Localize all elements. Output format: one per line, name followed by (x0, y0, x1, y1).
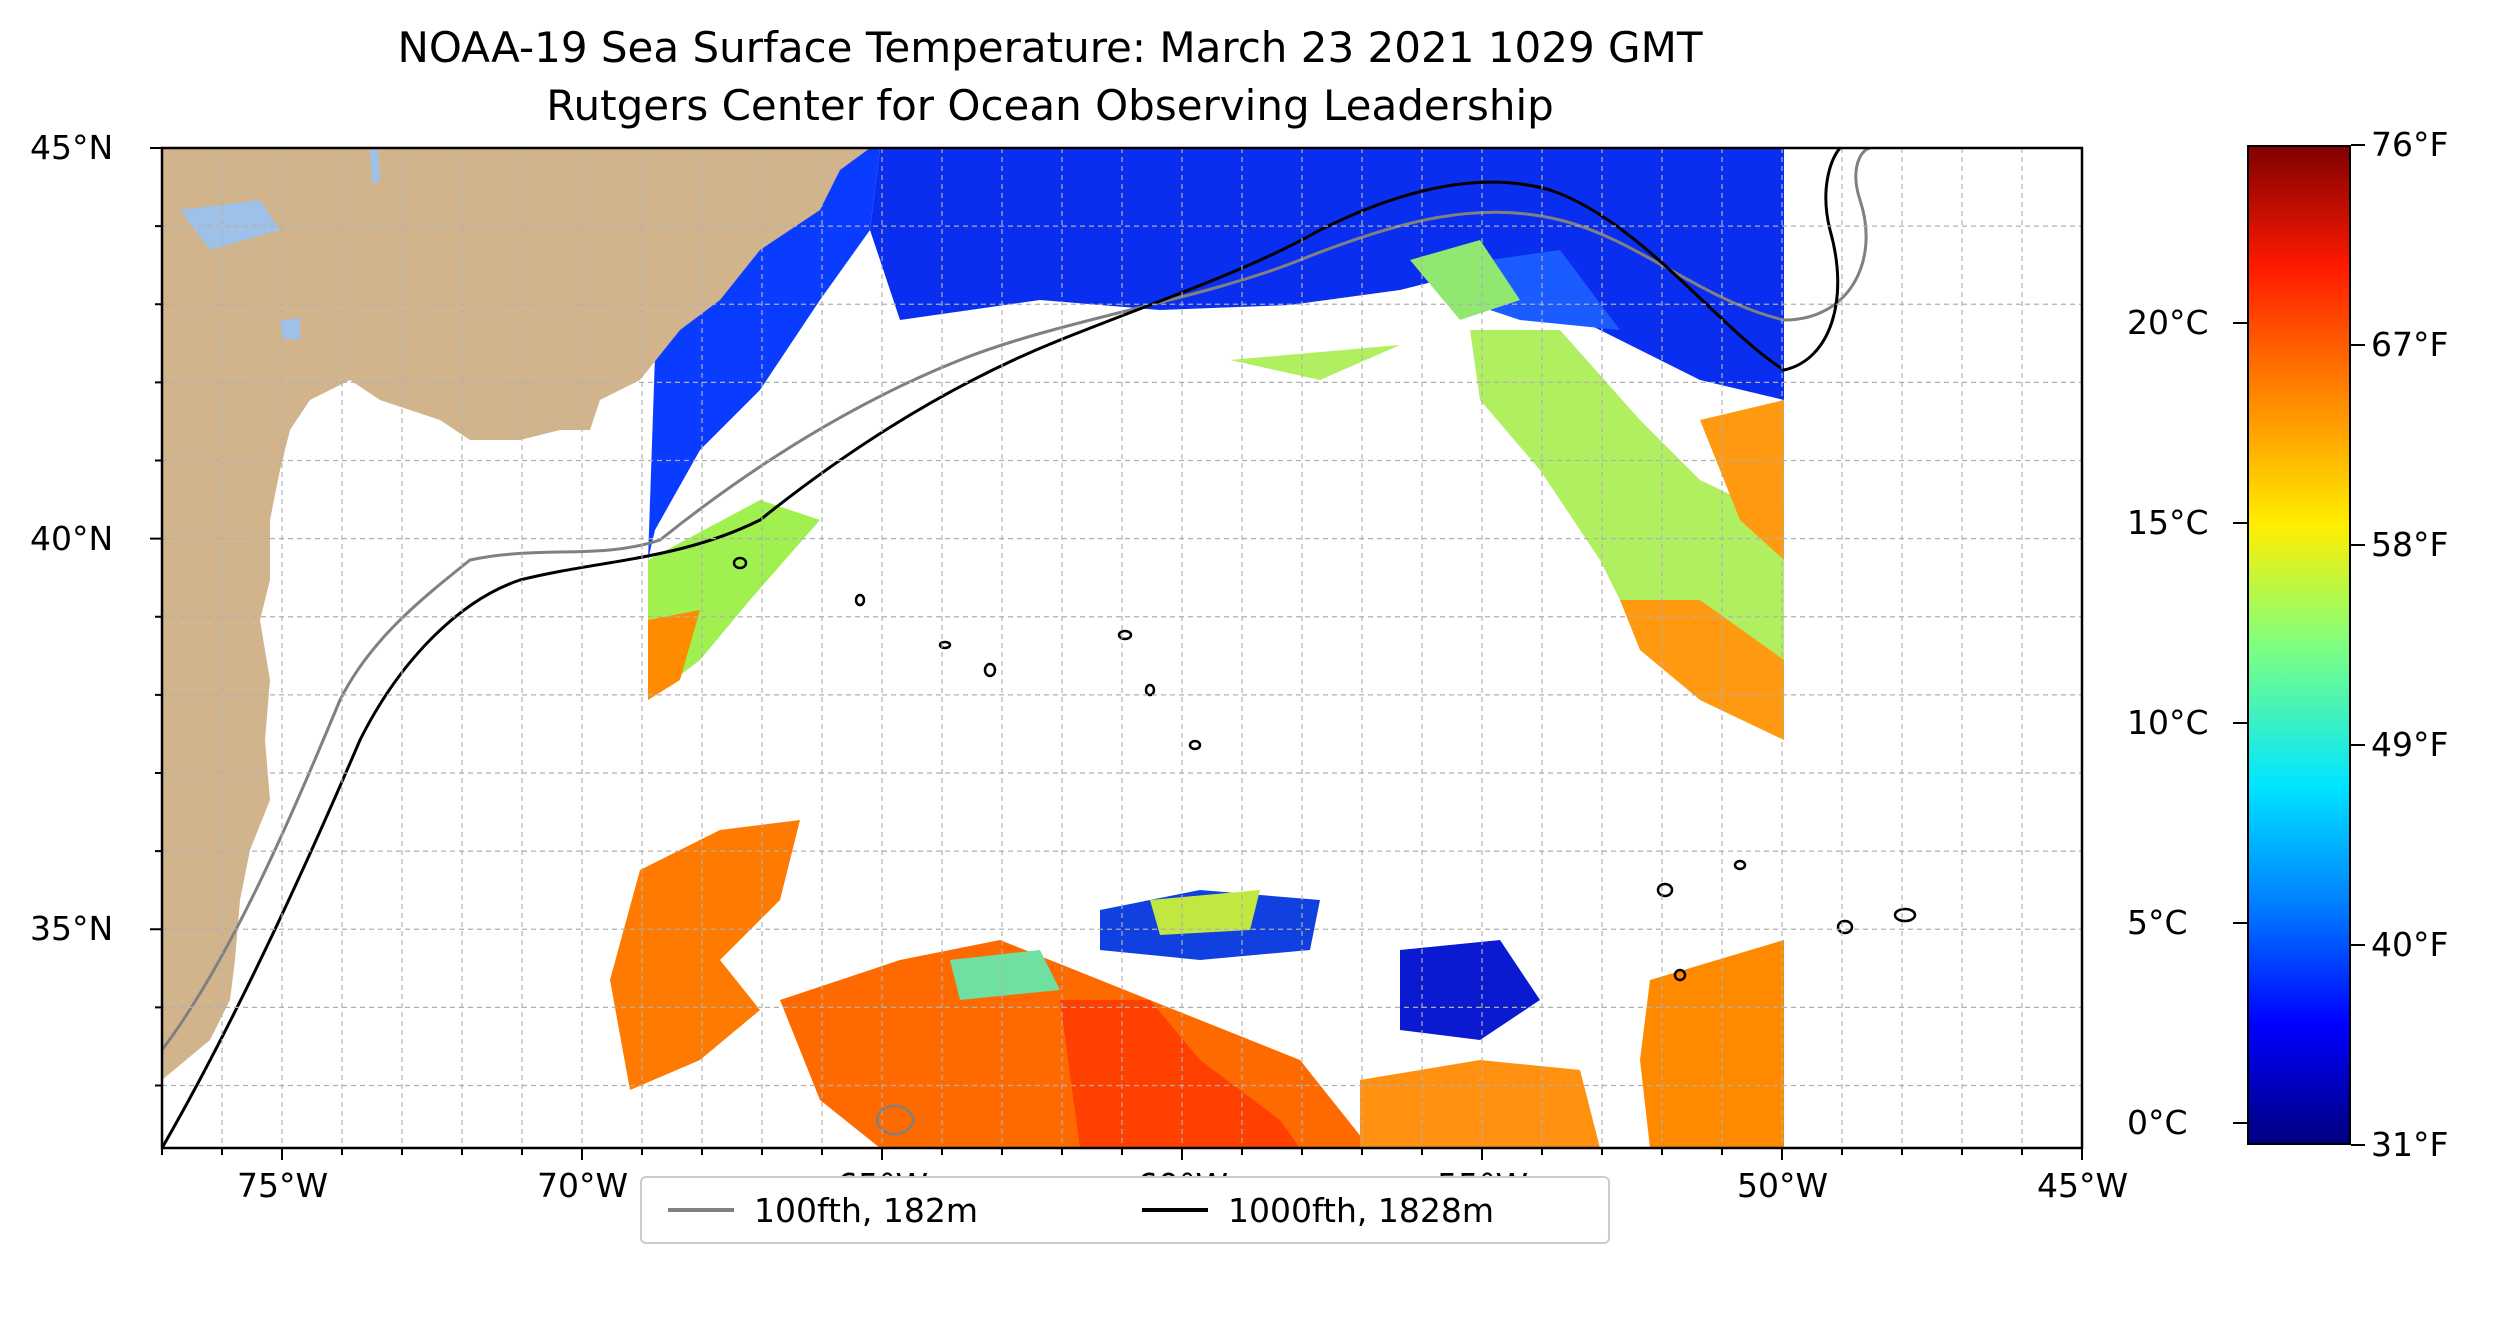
map-subtitle: Rutgers Center for Ocean Observing Leade… (546, 81, 1554, 130)
colorbar-tick-c (2233, 521, 2247, 524)
lakes (180, 150, 380, 340)
seamount-contours (732, 556, 1917, 1136)
legend-label-100fth: 100fth, 182m (754, 1190, 978, 1230)
colorbar-tick-c (2233, 321, 2247, 324)
legend-swatch-100fth (668, 1208, 734, 1212)
colorbar-label-c: 5°C (2127, 902, 2188, 942)
bathymetry-legend: 100fth, 182m 1000fth, 1828m (640, 1176, 1610, 1244)
bathy-100fth-contour (162, 148, 1871, 1051)
lat-tick-label: 45°N (30, 128, 114, 167)
legend-swatch-1000fth (1142, 1208, 1208, 1212)
land (162, 148, 870, 1080)
lat-tick-label: 40°N (30, 518, 114, 558)
colorbar-label-f: 31°F (2371, 1125, 2449, 1164)
colorbar-tick-c (2233, 721, 2247, 724)
map-title: NOAA-19 Sea Surface Temperature: March 2… (397, 23, 1703, 72)
lon-tick-label: 50°W (1737, 1166, 1829, 1205)
legend-item-1000fth: 1000fth, 1828m (1142, 1190, 1494, 1230)
colorbar-tick-f (2351, 744, 2365, 746)
colorbar-label-c: 0°C (2127, 1102, 2188, 1142)
temperature-colorbar (2247, 145, 2351, 1145)
colorbar-label-f: 58°F (2371, 525, 2449, 564)
bathy-1000fth-contour (162, 148, 1842, 1148)
colorbar-tick-f (2351, 344, 2365, 346)
lon-tick-label: 70°W (537, 1166, 629, 1205)
colorbar-tick-f (2351, 1144, 2365, 1146)
lon-tick-label: 45°W (2037, 1166, 2129, 1205)
colorbar-label-f: 76°F (2371, 125, 2449, 164)
colorbar-tick-c (2233, 921, 2247, 924)
colorbar-label-c: 20°C (2127, 302, 2209, 342)
colorbar-label-f: 40°F (2371, 925, 2449, 964)
axis-ticks (150, 147, 2083, 1160)
lon-tick-label: 75°W (237, 1166, 329, 1205)
colorbar-label-c: 10°C (2127, 702, 2209, 742)
sst-swath-south (610, 820, 1784, 1148)
colorbar-tick-c (2233, 1121, 2247, 1124)
colorbar-label-c: 15°C (2127, 502, 2209, 542)
colorbar-tick-f (2351, 144, 2365, 146)
lat-tick-label: 35°N (30, 909, 114, 949)
sst-swath-warm-band (648, 240, 1784, 740)
legend-item-100fth: 100fth, 182m (668, 1190, 978, 1230)
colorbar-label-f: 67°F (2371, 325, 2449, 364)
colorbar-tick-f (2351, 944, 2365, 946)
colorbar-tick-f (2351, 544, 2365, 546)
legend-label-1000fth: 1000fth, 1828m (1228, 1190, 1494, 1230)
colorbar-label-f: 49°F (2371, 725, 2449, 764)
